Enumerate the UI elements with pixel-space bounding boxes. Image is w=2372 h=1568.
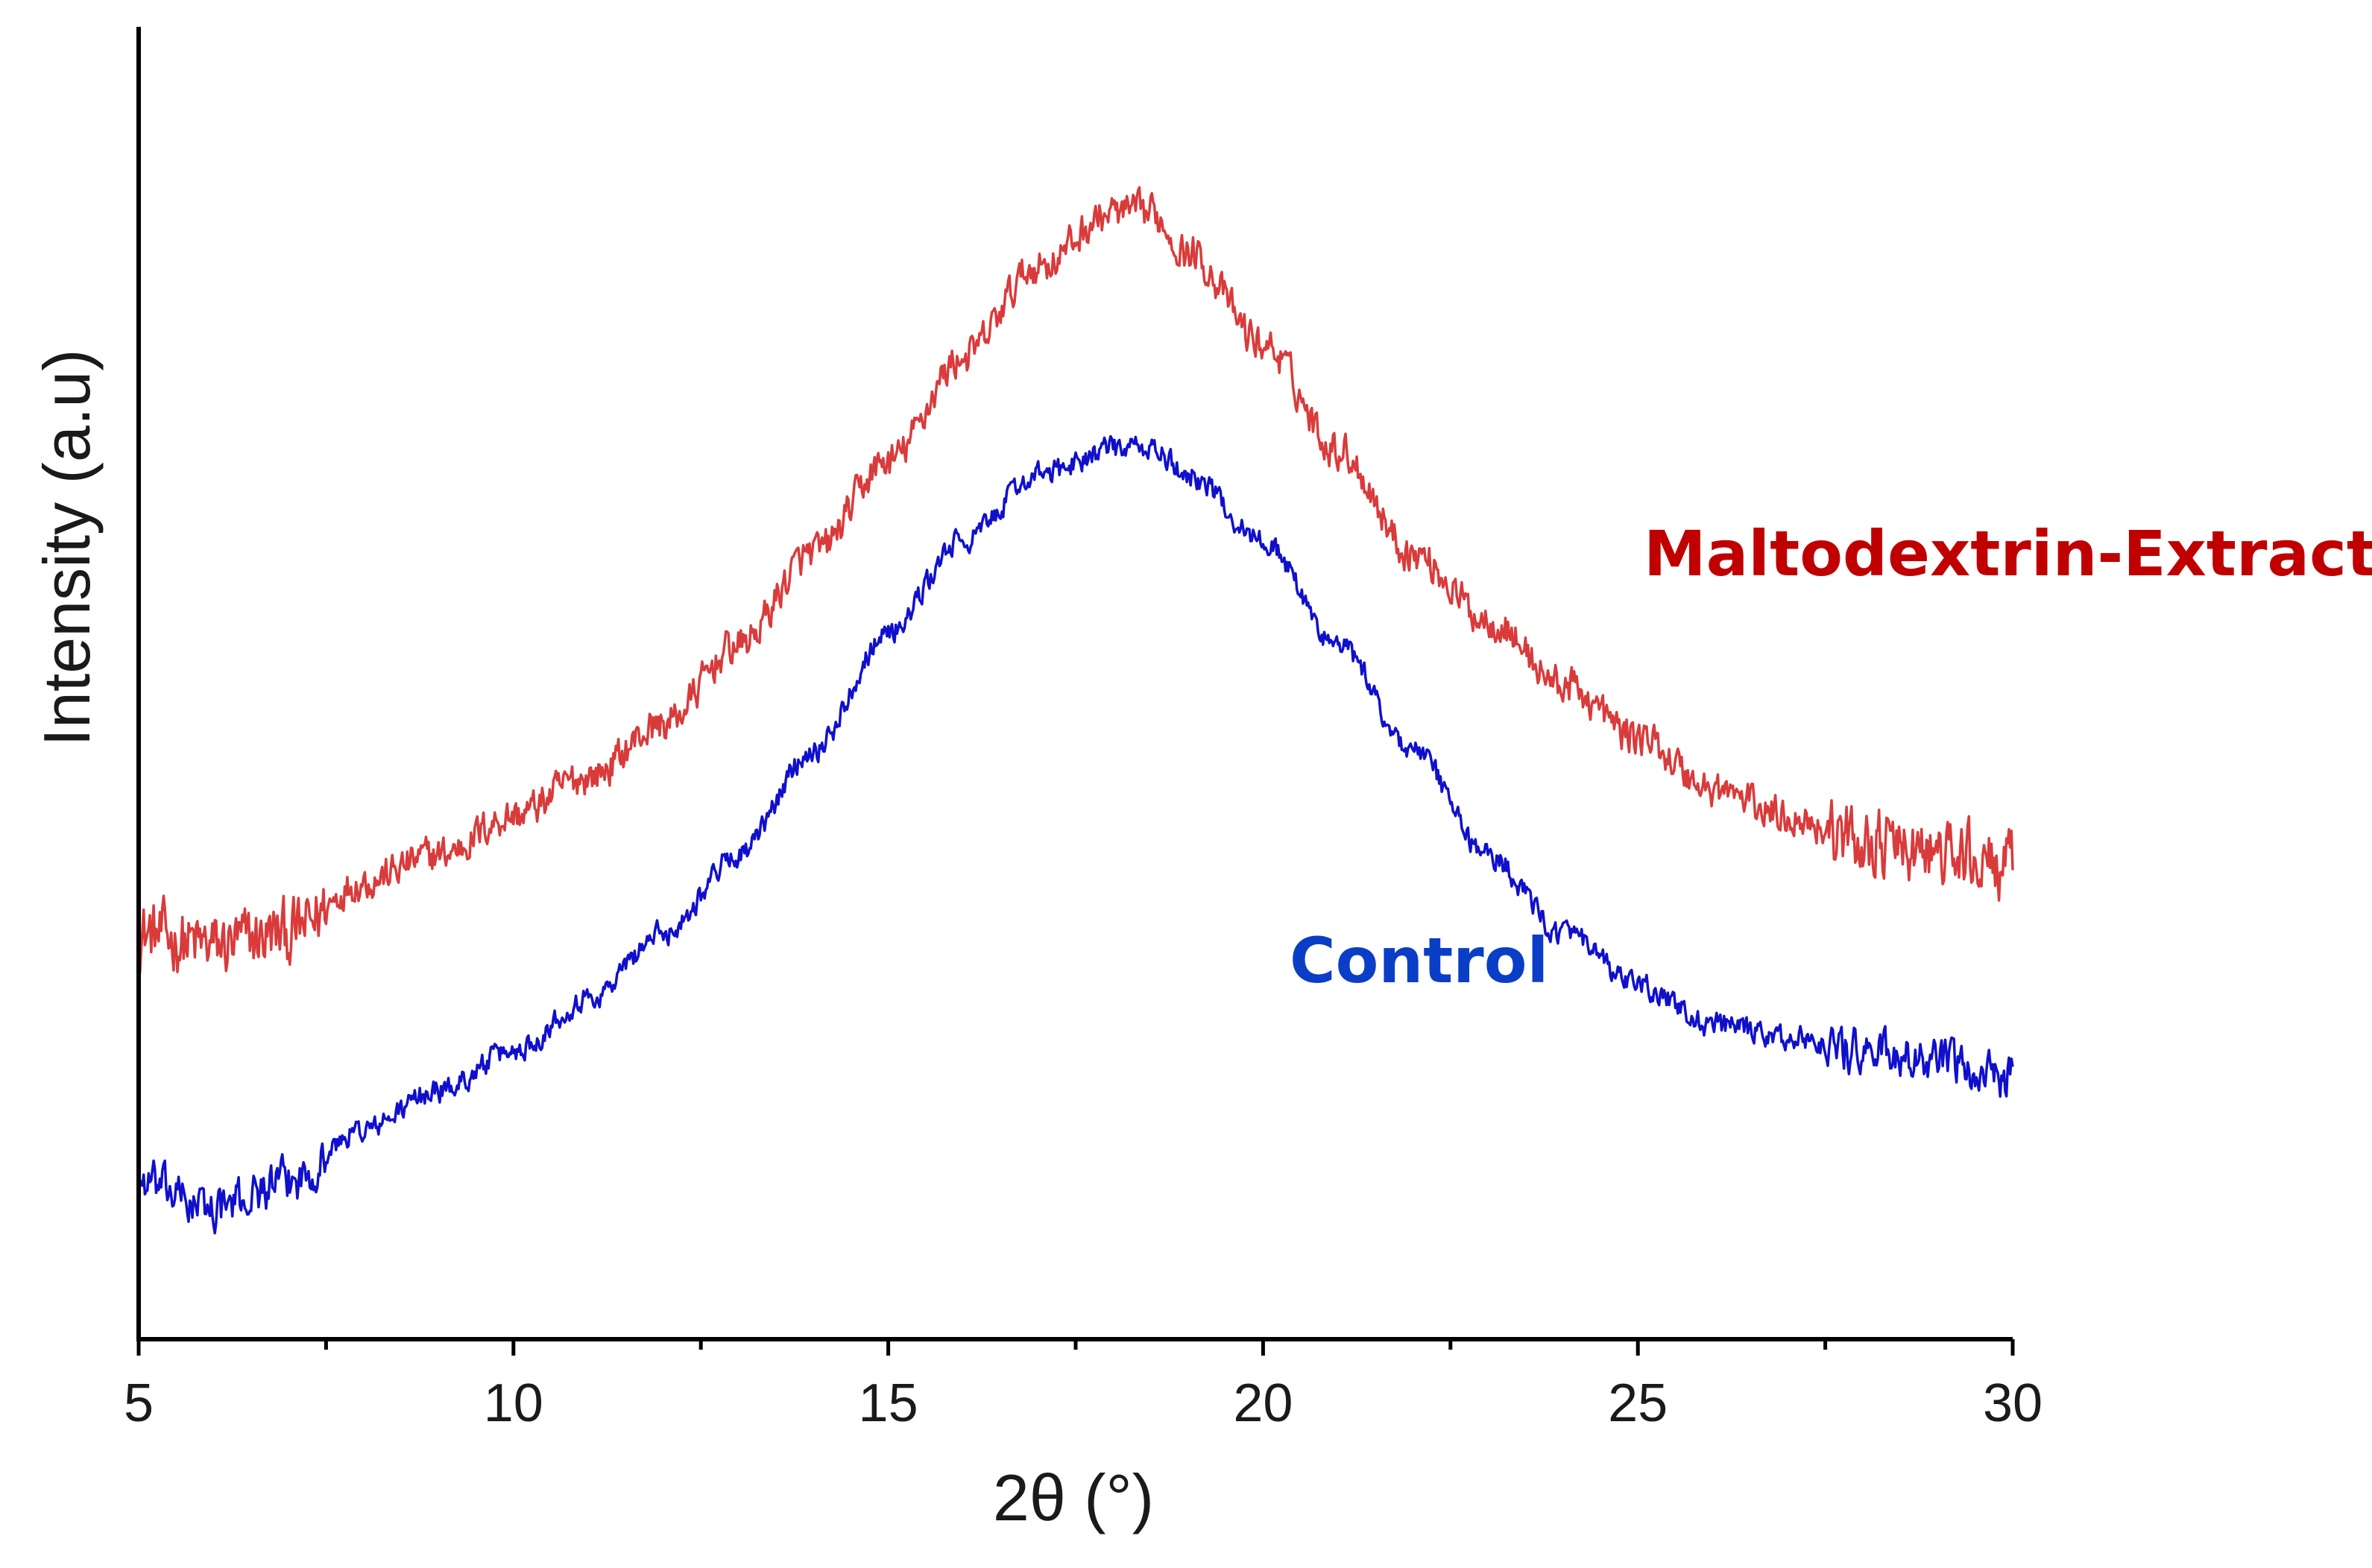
series-label-control: Control [1290, 924, 1548, 997]
x-tick-label: 10 [484, 1373, 543, 1433]
x-tick-label: 25 [1608, 1373, 1668, 1433]
x-tick-label: 15 [859, 1373, 918, 1433]
x-ticks [136, 1339, 2015, 1356]
x-tick-label: 5 [124, 1373, 154, 1433]
series-line-maltodextrin-extract [137, 186, 2014, 975]
x-axis-title: 2θ (°) [993, 1461, 1154, 1534]
series-label-maltodextrin-extract: Maltodextrin-Extract [1644, 517, 2372, 590]
plot-lines [137, 186, 2014, 1235]
x-tick-labels: 5 10 15 20 25 30 [124, 1373, 2043, 1433]
y-axis-title: Intensity (a.u) [30, 349, 104, 746]
x-tick-label: 20 [1233, 1373, 1293, 1433]
x-tick-label: 30 [1983, 1373, 2043, 1433]
series-line-control [137, 434, 2014, 1235]
